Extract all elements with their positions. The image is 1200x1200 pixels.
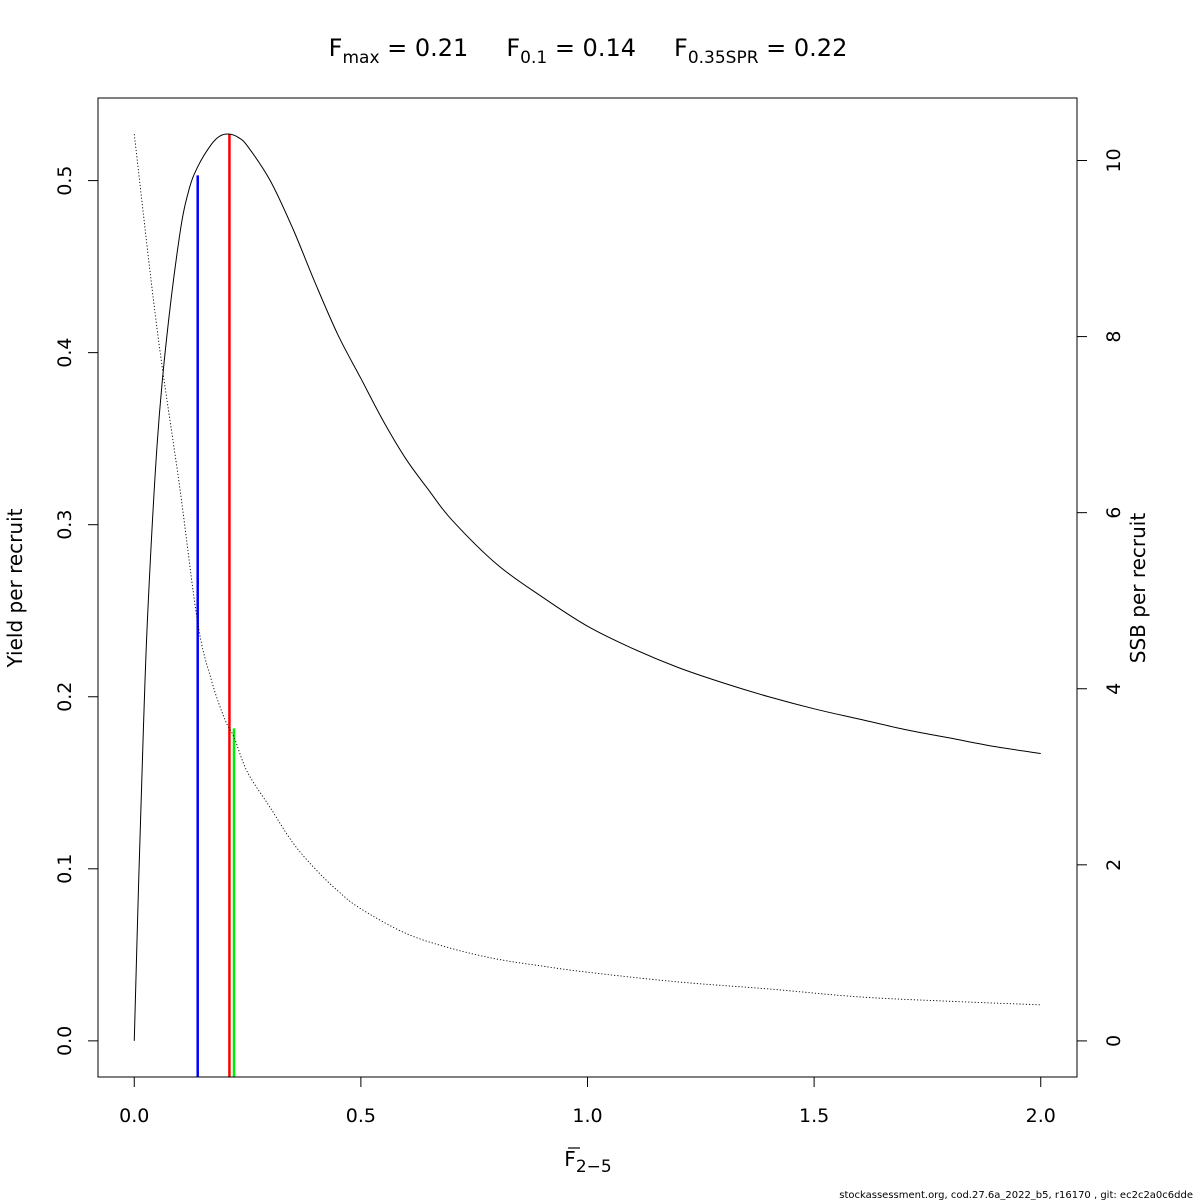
y-axis-left-label: Yield per recruit xyxy=(3,508,27,668)
footer-text: stockassessment.org, cod.27.6a_2022_b5, … xyxy=(839,1190,1193,1200)
y-axis-left: 0.0 0.1 0.2 0.3 0.4 0.5 xyxy=(54,165,99,1056)
x-tick-label: 1.0 xyxy=(572,1105,602,1127)
x-tick-label: 2.0 xyxy=(1026,1105,1056,1127)
title-symbol: F xyxy=(674,34,688,62)
title-subscript: max xyxy=(342,48,379,68)
y-left-tick-label: 0.2 xyxy=(54,682,76,712)
x-axis: 0.0 0.5 1.0 1.5 2.0 xyxy=(119,1076,1056,1127)
y-axis-right-label: SSB per recruit xyxy=(1126,513,1150,664)
x-tick-label: 1.5 xyxy=(799,1105,829,1127)
title-subscript: 0.35SPR xyxy=(688,48,759,68)
y-right-tick-label: 6 xyxy=(1103,507,1125,519)
y-right-tick-label: 0 xyxy=(1103,1035,1125,1047)
title-value: = 0.21 xyxy=(380,34,469,62)
y-right-tick-label: 10 xyxy=(1103,148,1125,172)
title-symbol: F xyxy=(506,34,520,62)
y-left-tick-label: 0.5 xyxy=(54,165,76,195)
y-right-tick-label: 2 xyxy=(1103,859,1125,871)
x-axis-label: F2−5 xyxy=(564,1147,611,1177)
y-left-tick-label: 0.0 xyxy=(54,1026,76,1056)
y-left-tick-label: 0.4 xyxy=(54,338,76,368)
y-right-tick-label: 8 xyxy=(1103,331,1125,343)
x-tick-label: 0.5 xyxy=(346,1105,376,1127)
plot-frame xyxy=(97,97,1078,1078)
title-subscript: 0.1 xyxy=(520,48,547,68)
yield-per-recruit-curve xyxy=(133,133,1041,1041)
title-value: = 0.22 xyxy=(759,34,848,62)
reference-lines xyxy=(196,134,236,1077)
y-left-tick-label: 0.3 xyxy=(54,510,76,540)
curves xyxy=(133,133,1041,1041)
x-label-symbol: F xyxy=(564,1147,576,1171)
chart-title: Fmax = 0.21 F0.1 = 0.14 F0.35SPR = 0.22 xyxy=(329,34,848,68)
y-left-tick-label: 0.1 xyxy=(54,854,76,884)
x-tick-label: 0.0 xyxy=(119,1105,149,1127)
title-value: = 0.14 xyxy=(547,34,636,62)
y-right-tick-label: 4 xyxy=(1103,683,1125,695)
y-axis-right: 0 2 4 6 8 10 xyxy=(1076,148,1125,1047)
ssb-per-recruit-curve xyxy=(133,134,1041,1006)
title-symbol: F xyxy=(329,34,343,62)
x-label-subscript: 2−5 xyxy=(576,1157,612,1177)
